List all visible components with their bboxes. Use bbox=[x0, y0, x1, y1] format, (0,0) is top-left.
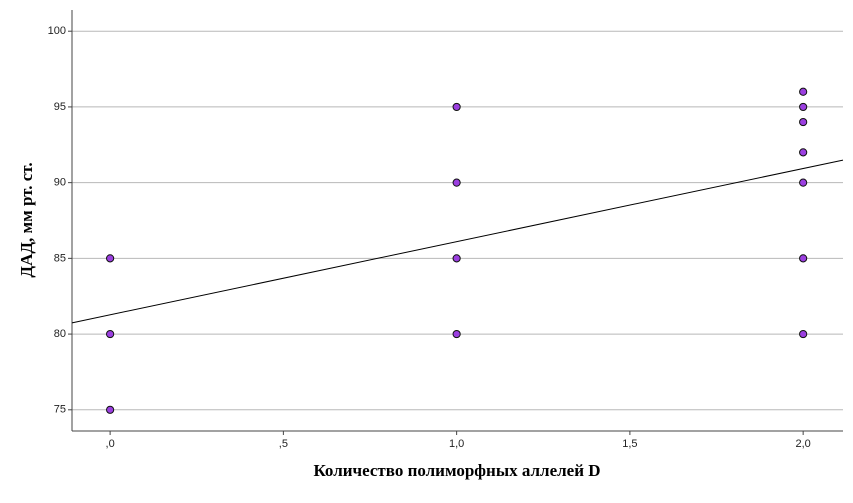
x-axis-title: Количество полиморфных аллелей D bbox=[313, 461, 600, 480]
x-tick-label: 1,0 bbox=[449, 438, 464, 450]
point bbox=[106, 405, 115, 414]
point bbox=[799, 254, 808, 263]
y-axis-title: ДАД, мм рт. ст. bbox=[17, 162, 36, 277]
point bbox=[106, 254, 115, 263]
x-tick-label: 1,5 bbox=[622, 438, 637, 450]
y-tick-label: 95 bbox=[54, 101, 66, 113]
point bbox=[799, 87, 808, 96]
x-tick-label: ,5 bbox=[279, 438, 288, 450]
y-tick-label: 75 bbox=[54, 404, 66, 416]
point bbox=[452, 254, 461, 263]
point bbox=[799, 102, 808, 112]
fit-line bbox=[71, 159, 844, 324]
point bbox=[799, 329, 808, 339]
point bbox=[799, 148, 808, 157]
point bbox=[799, 117, 808, 127]
x-tick-label: 2,0 bbox=[796, 438, 811, 450]
point bbox=[452, 329, 461, 339]
x-tick-label: ,0 bbox=[106, 438, 115, 450]
y-tick-label: 100 bbox=[48, 25, 66, 37]
y-tick-label: 90 bbox=[54, 177, 66, 189]
y-tick-label: 85 bbox=[54, 252, 66, 264]
point bbox=[106, 329, 115, 339]
point bbox=[452, 178, 461, 187]
point bbox=[452, 102, 461, 112]
point bbox=[799, 178, 808, 187]
y-tick-label: 80 bbox=[54, 328, 66, 340]
